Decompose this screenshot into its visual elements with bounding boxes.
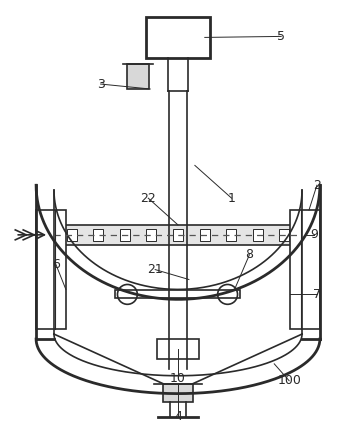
Bar: [120, 229, 130, 241]
Text: 1: 1: [227, 192, 236, 205]
Bar: [54, 225, 302, 245]
Bar: [279, 229, 289, 241]
Bar: [163, 384, 193, 401]
Bar: [67, 229, 77, 241]
Text: 100: 100: [277, 374, 301, 387]
Text: 2: 2: [313, 179, 321, 192]
Text: 4: 4: [174, 410, 182, 423]
Bar: [36, 210, 66, 329]
Bar: [157, 339, 199, 359]
Text: 21: 21: [147, 263, 163, 276]
Bar: [200, 229, 209, 241]
Bar: [93, 229, 103, 241]
Text: 3: 3: [97, 78, 105, 91]
Bar: [146, 16, 210, 58]
Bar: [173, 229, 183, 241]
Text: 7: 7: [313, 288, 321, 301]
Bar: [115, 290, 240, 298]
Text: 5: 5: [277, 30, 285, 43]
Bar: [290, 210, 320, 329]
Text: 22: 22: [140, 192, 156, 205]
Text: 10: 10: [170, 372, 186, 385]
Text: 8: 8: [245, 248, 253, 261]
Bar: [147, 229, 156, 241]
Bar: [253, 229, 263, 241]
Text: 6: 6: [52, 258, 60, 271]
Text: 9: 9: [310, 228, 318, 241]
Bar: [226, 229, 236, 241]
Bar: [127, 64, 149, 89]
